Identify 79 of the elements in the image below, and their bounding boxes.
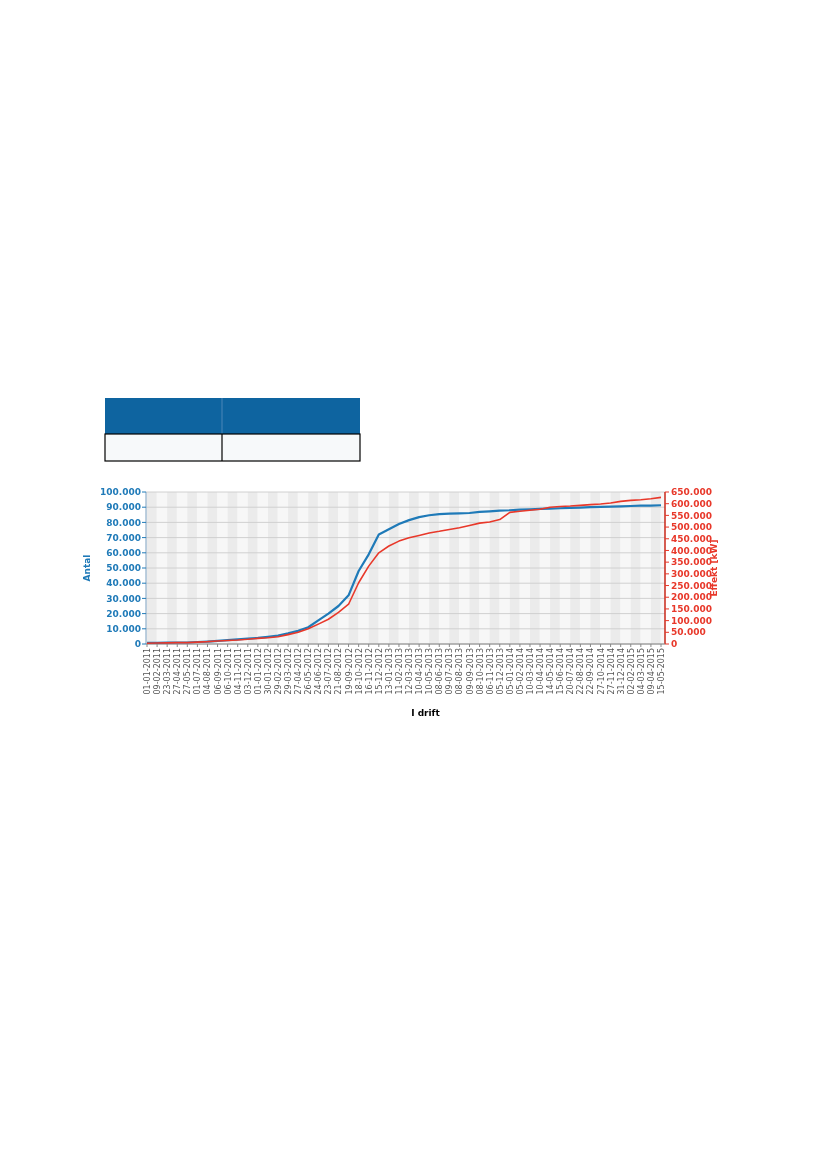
- y2-tick-label: 650.000: [671, 487, 712, 498]
- y-tick-label: 90.000: [106, 502, 141, 513]
- x-tick-label: 29-02-2012: [274, 648, 284, 695]
- y2-tick-label: 50.000: [671, 627, 706, 638]
- y2-tick-label: 100.000: [671, 615, 712, 626]
- x-tick-label: 08-06-2013: [435, 648, 445, 695]
- x-tick-label: 12-03-2013: [405, 648, 415, 695]
- x-tick-label: 09-07-2013: [445, 648, 455, 695]
- y-tick-label: 60.000: [106, 547, 141, 558]
- x-tick-label: 27-05-2011: [183, 648, 193, 695]
- x-tick-label: 03-12-2011: [243, 648, 253, 695]
- y2-tick-label: 350.000: [671, 557, 712, 568]
- y2-tick-label: 300.000: [671, 569, 712, 579]
- x-tick-label: 31-12-2014: [616, 648, 626, 695]
- y2-tick-label: 550.000: [671, 510, 712, 521]
- x-tick-label: 14-05-2014: [546, 648, 556, 695]
- x-tick-label: 23-07-2012: [324, 648, 334, 695]
- x-tick-label: 01-01-2011: [143, 648, 152, 695]
- x-tick-label: 04-11-2011: [233, 648, 243, 695]
- x-axis-title: I drift: [411, 708, 441, 718]
- x-tick-label: 22-08-2014: [576, 648, 586, 695]
- x-tick-label: 08-08-2013: [455, 648, 465, 695]
- y2-tick-label: 150.000: [671, 604, 712, 615]
- x-tick-label: 06-09-2011: [213, 648, 223, 695]
- x-tick-label: 27-11-2014: [606, 648, 616, 695]
- x-tick-label: 09-02-2011: [153, 648, 163, 695]
- y-tick-label: 50.000: [106, 563, 141, 574]
- y2-tick-label: 200.000: [671, 592, 712, 603]
- y-tick-label: 0: [134, 639, 141, 650]
- x-tick-label: 30-01-2012: [263, 648, 273, 695]
- x-tick-label: 10-03-2014: [525, 648, 535, 695]
- x-tick-label: 06-11-2013: [485, 648, 495, 695]
- x-tick-label: 10-04-2013: [415, 648, 425, 695]
- x-tick-label: 05-01-2014: [505, 648, 515, 695]
- x-tick-label: 18-10-2012: [354, 648, 364, 695]
- y-axis-title: Antal: [82, 554, 92, 582]
- x-tick-label: 16-11-2012: [364, 648, 374, 695]
- x-tick-label: 05-12-2013: [495, 648, 505, 695]
- x-tick-label: 29-03-2012: [284, 648, 294, 695]
- x-tick-label: 04-08-2011: [203, 648, 213, 695]
- y-tick-label: 100.000: [100, 487, 141, 498]
- x-tick-label: 27-04-2011: [173, 648, 183, 695]
- x-tick-label: 05-02-2014: [515, 648, 525, 695]
- y-tick-label: 10.000: [106, 623, 141, 634]
- x-tick-label: 20-07-2014: [566, 648, 576, 695]
- x-tick-label: 06-10-2011: [223, 648, 233, 695]
- y2-tick-label: 0: [671, 639, 678, 650]
- x-tick-label: 27-04-2012: [294, 648, 304, 695]
- x-tick-label: 08-10-2013: [475, 648, 485, 695]
- y-tick-label: 20.000: [106, 608, 141, 619]
- x-tick-label: 26-05-2012: [304, 648, 314, 695]
- x-tick-label: 02-02-2015: [626, 648, 636, 695]
- x-tick-label: 19-09-2012: [344, 648, 354, 695]
- x-tick-label: 21-08-2012: [334, 648, 344, 695]
- y2-tick-label: 600.000: [671, 498, 712, 509]
- x-tick-label: 09-09-2013: [465, 648, 475, 695]
- y2-tick-label: 400.000: [671, 545, 712, 556]
- y2-tick-label: 500.000: [671, 522, 712, 533]
- y-tick-label: 30.000: [106, 593, 141, 604]
- x-tick-label: 22-09-2014: [586, 648, 596, 695]
- x-tick-label: 01-07-2011: [193, 648, 203, 695]
- y-tick-label: 80.000: [106, 517, 141, 528]
- x-tick-label: 11-02-2013: [394, 648, 404, 695]
- y2-tick-label: 250.000: [671, 580, 712, 591]
- x-tick-label: 13-01-2013: [384, 648, 394, 695]
- x-tick-label: 15-06-2014: [556, 648, 566, 695]
- x-tick-label: 09-04-2015: [646, 648, 656, 695]
- x-tick-label: 15-05-2015: [657, 648, 666, 695]
- x-tick-label: 24-06-2012: [314, 648, 324, 695]
- y-tick-label: 70.000: [106, 532, 141, 543]
- x-tick-label: 10-04-2014: [536, 648, 546, 695]
- x-tick-label: 23-03-2011: [163, 648, 173, 695]
- y-tick-label: 40.000: [106, 578, 141, 589]
- x-tick-label: 01-01-2012: [253, 648, 263, 695]
- x-tick-label: 04-03-2015: [636, 648, 646, 695]
- x-tick-label: 15-12-2012: [374, 648, 384, 695]
- x-tick-label: 10-05-2013: [425, 648, 435, 695]
- y2-tick-label: 450.000: [671, 533, 712, 544]
- x-tick-label: 27-10-2014: [596, 648, 606, 695]
